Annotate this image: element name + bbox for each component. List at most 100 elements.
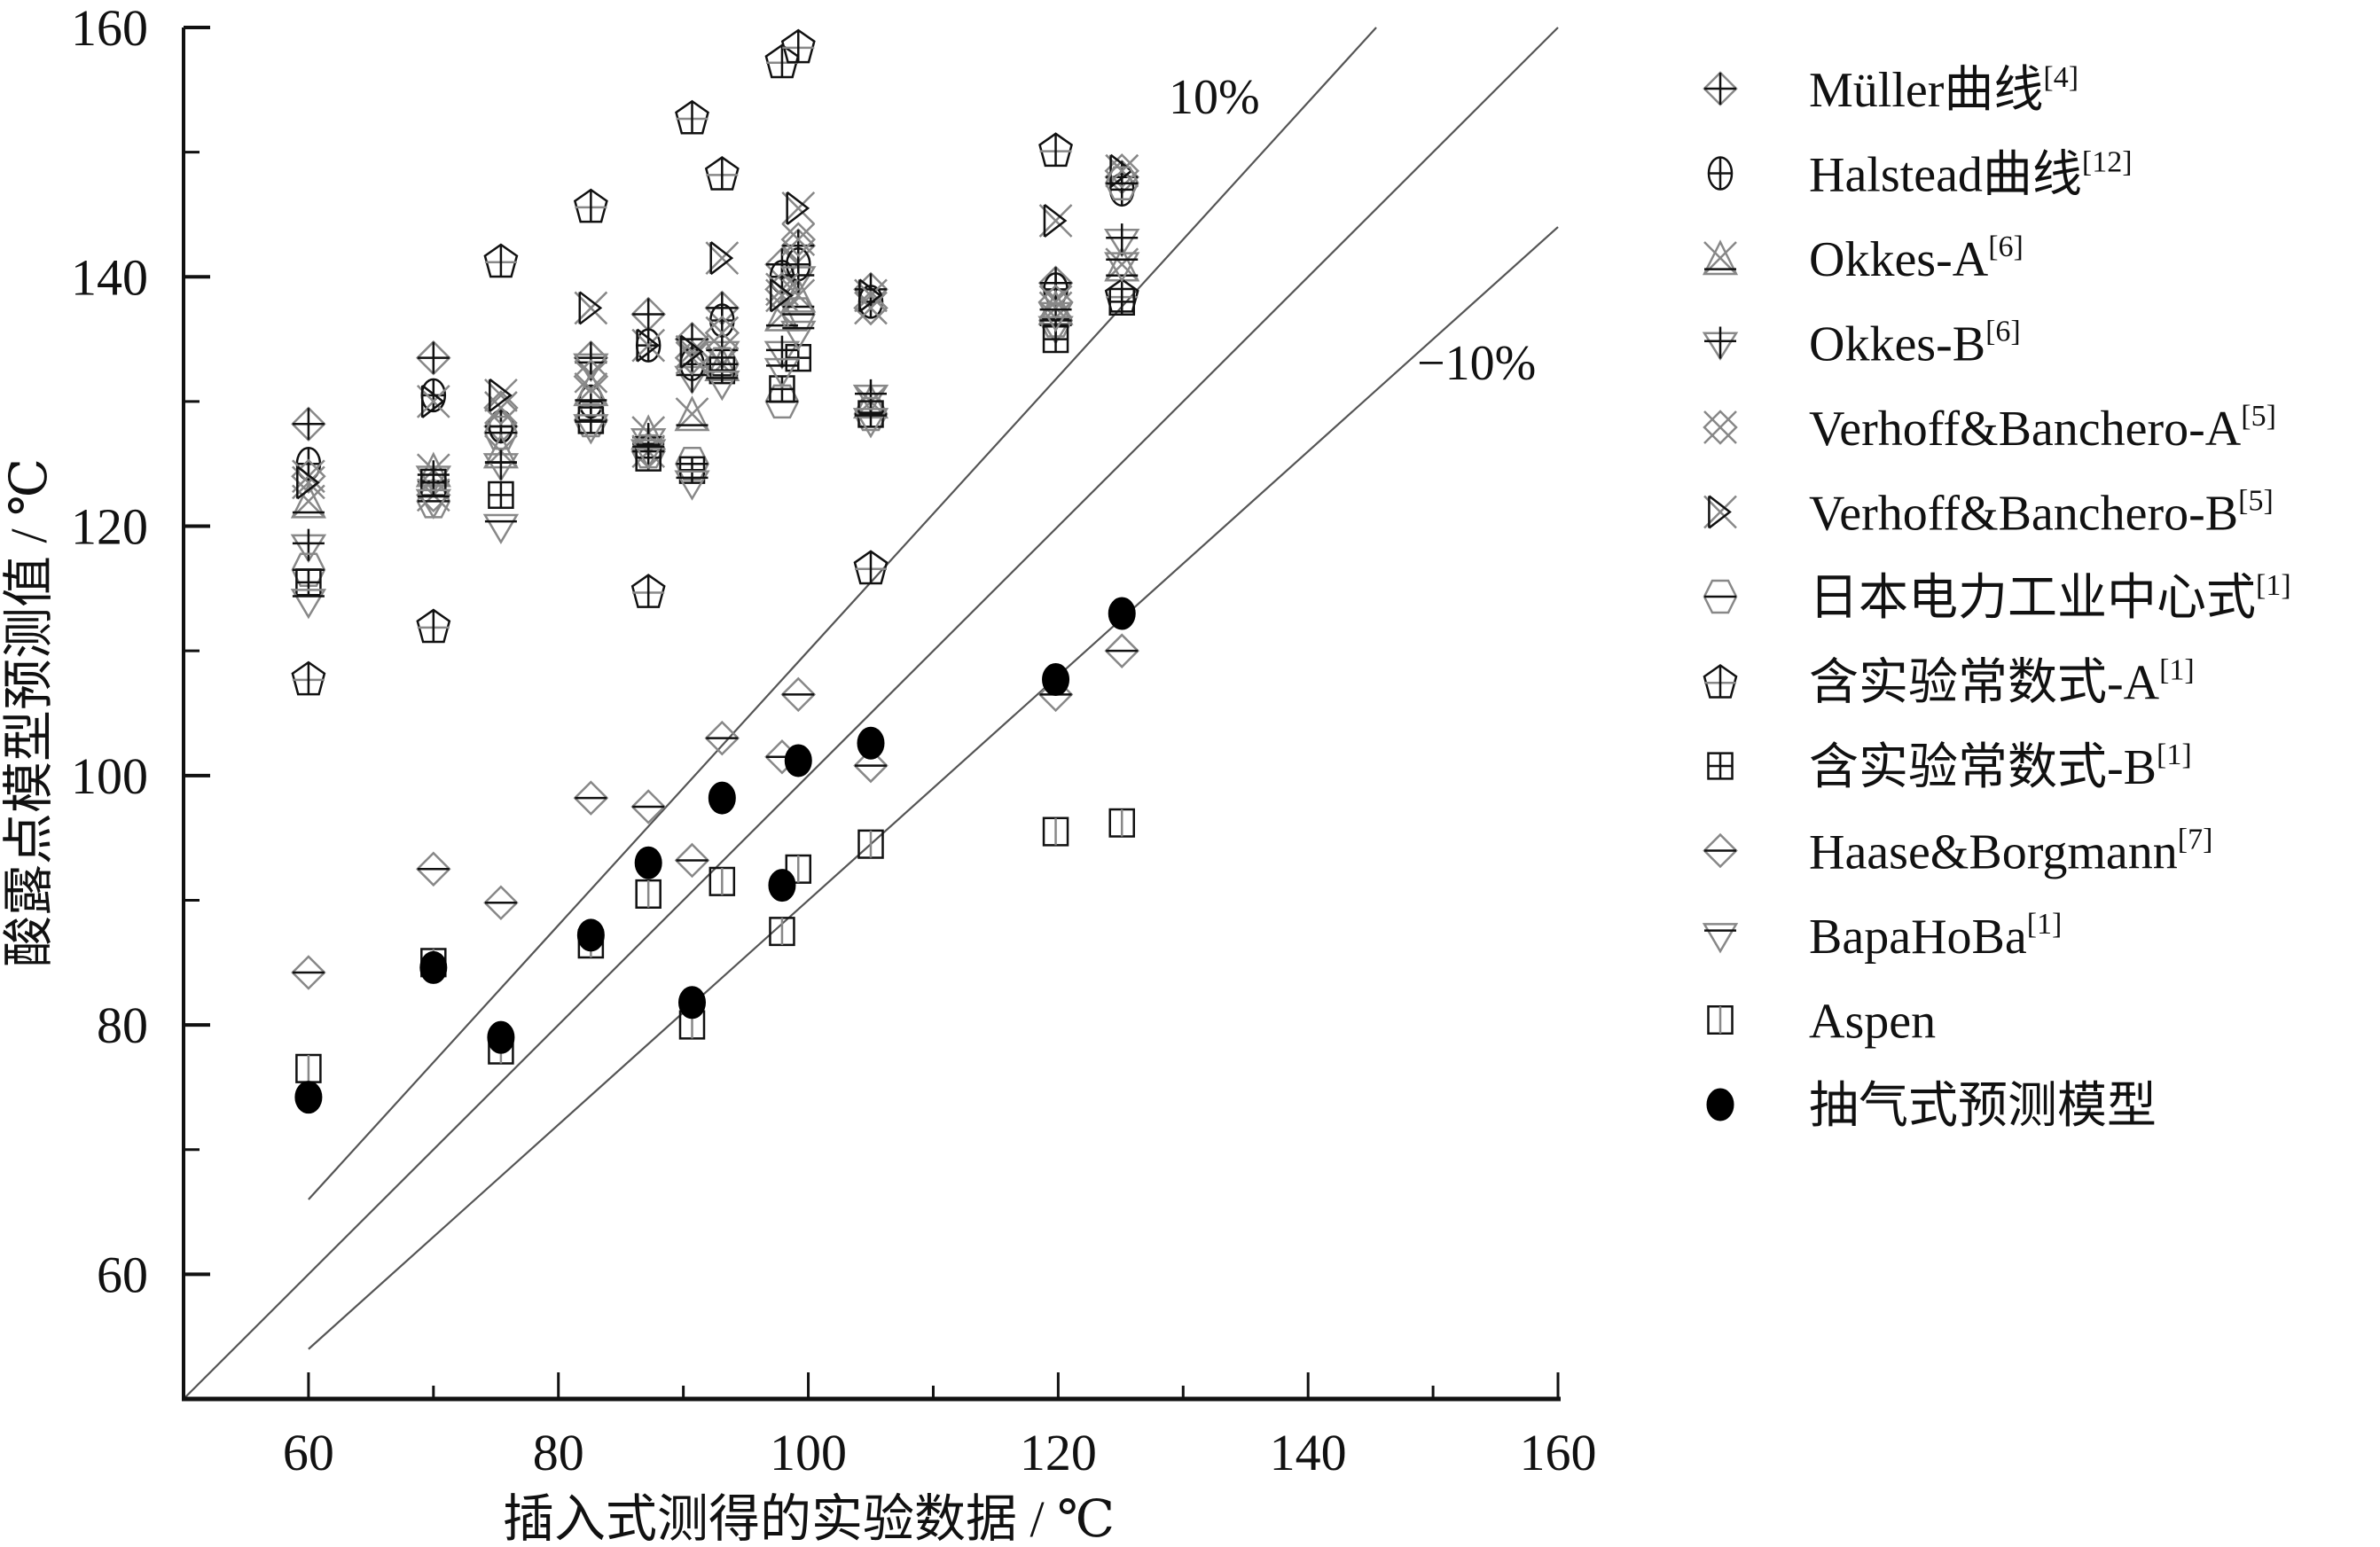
data-point xyxy=(1103,223,1140,258)
legend-marker-icon xyxy=(1707,156,1734,191)
data-point xyxy=(674,395,710,432)
data-point xyxy=(765,278,799,313)
legend-item: Verhoff&Banchero-A[5] xyxy=(1703,400,2276,457)
series-6 xyxy=(291,166,1139,588)
legend-item: Müller曲线[4] xyxy=(1703,61,2079,118)
data-point xyxy=(1108,287,1135,316)
legend-marker-icon xyxy=(1702,239,1739,276)
data-point xyxy=(1104,633,1139,668)
data-point xyxy=(853,550,889,585)
data-point xyxy=(780,28,816,64)
y-tick-label: 140 xyxy=(71,248,148,306)
data-point xyxy=(769,375,795,403)
reference-line-10 xyxy=(308,27,1377,1200)
legend-label: Okkes-A[6] xyxy=(1809,230,2024,287)
legend-item: Okkes-B[6] xyxy=(1702,316,2021,372)
data-point xyxy=(416,608,451,644)
x-tick-label: 60 xyxy=(283,1424,334,1481)
axes xyxy=(182,27,1561,1402)
x-axis-title: 插入式测得的实验数据 / ℃ xyxy=(503,1490,1115,1547)
data-point xyxy=(573,188,608,223)
data-point xyxy=(291,955,326,990)
legend-item: 日本电力工业中心式[1] xyxy=(1703,569,2291,626)
legend-ref: [5] xyxy=(2238,485,2274,518)
data-point xyxy=(678,986,706,1020)
data-point xyxy=(704,156,740,191)
data-point xyxy=(290,589,327,620)
data-point xyxy=(857,726,885,760)
x-tick-label: 160 xyxy=(1520,1424,1597,1481)
legend-item: 含实验常数式-B[1] xyxy=(1707,738,2192,795)
minus10-label: −10% xyxy=(1417,336,1536,391)
data-point xyxy=(483,415,519,450)
data-point xyxy=(768,869,796,902)
y-tick-label: 80 xyxy=(97,996,148,1054)
data-point xyxy=(291,406,326,441)
reference-lines xyxy=(183,27,1559,1400)
legend-ref: [1] xyxy=(2027,908,2063,941)
legend-item: Aspen xyxy=(1707,995,1936,1050)
legend: Müller曲线[4] Halstead曲线[12] Okkes-A[6] Okkes… xyxy=(1702,61,2291,1134)
data-point xyxy=(780,222,817,257)
tick-labels: 60 80 100 120 140 160 60 80 100 120 140 160 xyxy=(71,0,1597,1481)
legend-label: 含实验常数式-A[1] xyxy=(1809,654,2195,711)
data-point xyxy=(630,439,667,470)
data-point xyxy=(1038,203,1073,238)
x-tick-label: 80 xyxy=(533,1424,584,1481)
data-point xyxy=(419,950,448,984)
data-point xyxy=(857,400,884,428)
data-point xyxy=(675,334,709,369)
legend-item: Verhoff&Banchero-B[5] xyxy=(1703,485,2274,542)
legend-ref: [1] xyxy=(2159,654,2195,687)
legend-label: 日本电力工业中心式[1] xyxy=(1809,569,2291,626)
series-8 xyxy=(295,287,1135,597)
data-point xyxy=(488,481,514,510)
legend-label: Müller曲线[4] xyxy=(1809,61,2079,118)
series-11 xyxy=(295,808,1135,1083)
legend-marker-icon xyxy=(1703,832,1738,869)
legend-marker-icon xyxy=(1703,495,1737,529)
legend-marker-icon xyxy=(1703,410,1738,445)
data-point xyxy=(674,470,710,501)
legend-ref: [7] xyxy=(2178,824,2213,856)
legend-ref: [1] xyxy=(2157,738,2192,771)
data-point xyxy=(630,296,666,332)
data-point xyxy=(483,885,519,921)
legend-item: Haase&Borgmann[7] xyxy=(1703,824,2213,880)
data-point xyxy=(630,789,666,824)
legend-ref: [12] xyxy=(2082,146,2133,179)
data-point xyxy=(1038,132,1073,168)
data-point xyxy=(705,241,740,276)
legend-ref: [1] xyxy=(2256,569,2291,602)
reference-line-10 xyxy=(308,226,1559,1350)
data-point xyxy=(573,780,609,816)
plus10-label: 10% xyxy=(1169,70,1260,125)
legend-label: 抽气式预测模型 xyxy=(1809,1079,2157,1134)
data-point xyxy=(708,781,736,815)
data-point xyxy=(781,191,816,225)
legend-marker-icon xyxy=(1702,326,1739,361)
data-point xyxy=(857,829,884,859)
legend-label: Verhoff&Banchero-B[5] xyxy=(1809,485,2274,542)
data-point xyxy=(675,99,709,135)
data-point xyxy=(780,297,816,332)
legend-label: BapaHoBa[1] xyxy=(1809,908,2062,965)
data-point xyxy=(634,846,662,879)
data-point xyxy=(630,574,666,608)
data-point xyxy=(416,384,450,418)
data-points xyxy=(290,28,1140,1114)
y-tick-label: 160 xyxy=(71,0,148,57)
data-point xyxy=(631,328,666,363)
legend-label: Halstead曲线[12] xyxy=(1809,146,2133,203)
data-point xyxy=(1038,303,1073,338)
data-point xyxy=(674,842,710,879)
data-point xyxy=(295,1053,322,1083)
x-tick-label: 140 xyxy=(1270,1424,1347,1481)
legend-marker-icon xyxy=(1706,1088,1734,1121)
legend-marker-icon xyxy=(1703,663,1738,699)
data-point xyxy=(784,744,812,777)
data-point xyxy=(574,291,608,325)
ticks xyxy=(184,26,1560,1399)
data-point xyxy=(483,243,519,278)
data-point xyxy=(416,340,451,376)
